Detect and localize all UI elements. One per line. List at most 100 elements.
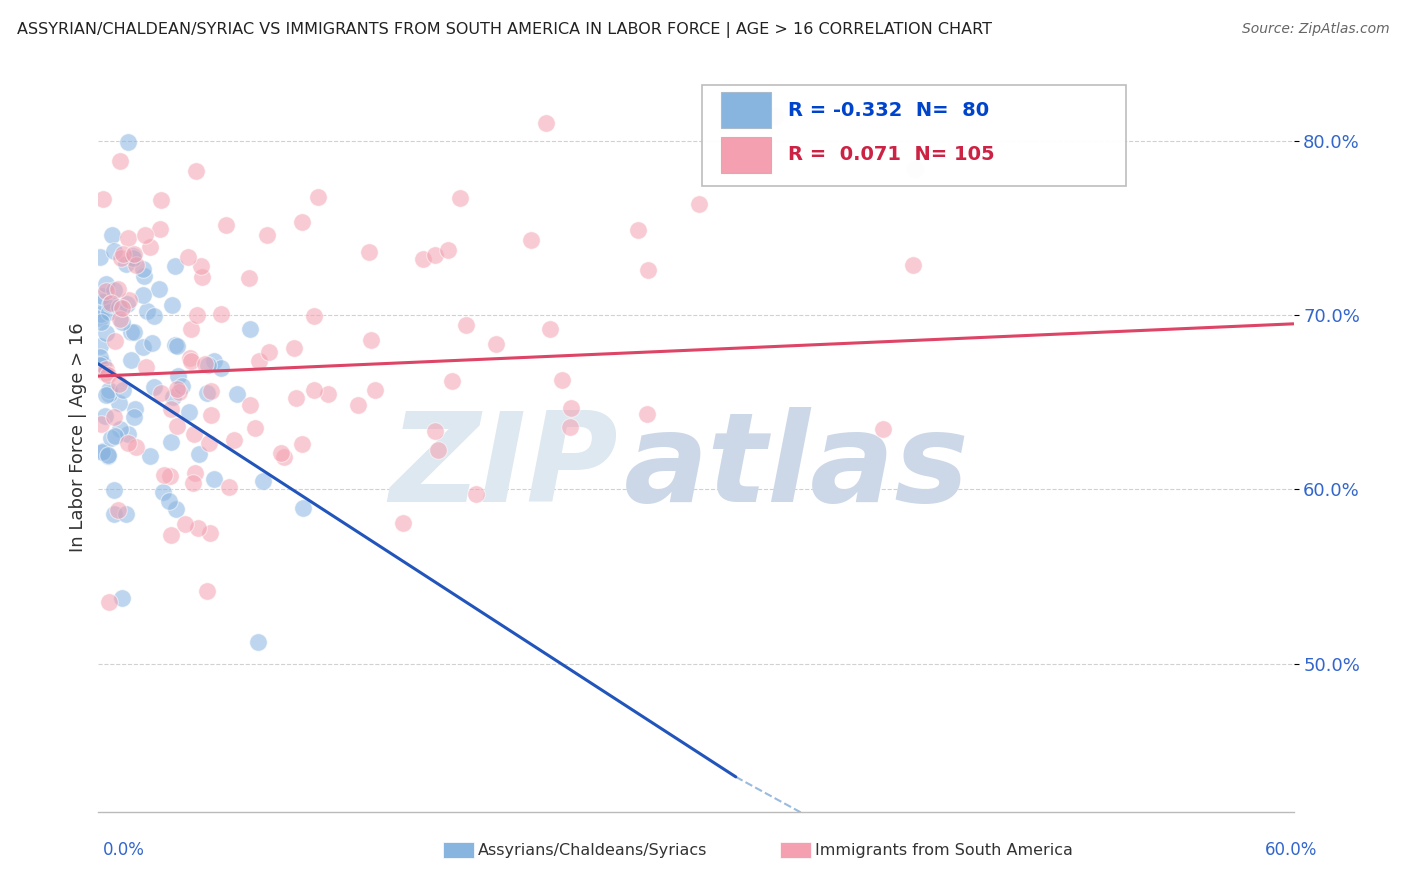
Point	[103, 283, 125, 297]
Point	[117, 427, 139, 442]
Point	[94, 387, 117, 401]
Point	[688, 197, 710, 211]
Point	[357, 244, 380, 259]
Point	[117, 136, 139, 150]
Point	[149, 222, 172, 236]
Text: R = -0.332  N=  80: R = -0.332 N= 80	[787, 101, 988, 120]
Point	[90, 315, 112, 329]
Point	[307, 190, 329, 204]
Point	[247, 635, 270, 649]
Point	[183, 427, 205, 442]
Point	[97, 304, 120, 318]
Point	[89, 339, 111, 353]
Point	[108, 376, 131, 391]
Point	[180, 322, 202, 336]
Point	[186, 309, 208, 323]
Point	[412, 252, 434, 266]
Point	[94, 277, 117, 291]
Point	[98, 387, 121, 401]
Point	[191, 269, 214, 284]
Point	[115, 297, 138, 311]
Point	[291, 437, 314, 451]
Point	[132, 269, 155, 284]
Point	[89, 351, 111, 365]
Point	[110, 315, 132, 329]
Point	[202, 354, 225, 368]
Point	[122, 409, 145, 424]
Point	[166, 339, 188, 353]
Point	[181, 475, 204, 490]
Point	[245, 420, 267, 434]
Point	[159, 435, 181, 450]
Point	[91, 294, 114, 309]
Point	[257, 344, 280, 359]
Point	[107, 282, 129, 296]
Point	[139, 239, 162, 253]
Point	[134, 228, 156, 243]
Text: 60.0%: 60.0%	[1265, 841, 1317, 859]
Point	[534, 116, 557, 130]
Point	[112, 383, 135, 397]
Point	[426, 442, 449, 457]
Point	[551, 373, 574, 387]
Point	[124, 401, 146, 416]
Point	[292, 500, 315, 515]
Text: 0.0%: 0.0%	[103, 841, 145, 859]
Point	[485, 337, 508, 351]
Point	[122, 251, 145, 265]
Point	[423, 248, 446, 262]
Point	[94, 366, 117, 380]
Point	[148, 282, 170, 296]
Point	[108, 300, 131, 314]
Point	[195, 385, 218, 400]
Point	[97, 368, 120, 382]
Point	[153, 467, 176, 482]
Point	[91, 289, 114, 303]
Point	[636, 407, 658, 421]
Point	[94, 284, 117, 298]
Point	[117, 436, 139, 450]
Point	[135, 360, 157, 375]
Point	[437, 244, 460, 258]
Point	[174, 516, 197, 531]
Text: ZIP: ZIP	[389, 407, 619, 527]
Point	[121, 249, 143, 263]
Point	[179, 351, 201, 365]
Point	[110, 422, 132, 436]
Point	[316, 387, 339, 401]
Point	[200, 408, 222, 422]
Text: Assyrians/Chaldeans/Syriacs: Assyrians/Chaldeans/Syriacs	[478, 843, 707, 857]
Point	[108, 153, 131, 168]
Point	[152, 485, 174, 500]
Point	[166, 419, 188, 434]
Point	[111, 247, 134, 261]
Point	[637, 262, 659, 277]
Point	[209, 307, 232, 321]
FancyBboxPatch shape	[702, 85, 1126, 186]
Point	[111, 591, 134, 605]
Point	[110, 301, 132, 315]
Point	[120, 325, 142, 339]
Point	[872, 422, 894, 436]
Point	[91, 357, 114, 371]
Point	[520, 233, 543, 247]
Point	[132, 288, 155, 302]
Point	[97, 594, 120, 608]
Point	[91, 445, 114, 459]
Y-axis label: In Labor Force | Age > 16: In Labor Force | Age > 16	[69, 322, 87, 552]
Point	[187, 446, 209, 460]
Point	[157, 493, 180, 508]
Point	[100, 295, 122, 310]
Point	[96, 326, 118, 340]
Point	[184, 164, 207, 178]
Point	[97, 449, 120, 463]
Point	[347, 398, 370, 412]
Point	[132, 340, 155, 354]
Point	[180, 353, 202, 368]
Point	[149, 193, 172, 207]
Point	[149, 386, 172, 401]
Point	[209, 361, 232, 376]
Point	[103, 244, 125, 258]
Point	[100, 431, 122, 445]
Point	[363, 383, 385, 397]
